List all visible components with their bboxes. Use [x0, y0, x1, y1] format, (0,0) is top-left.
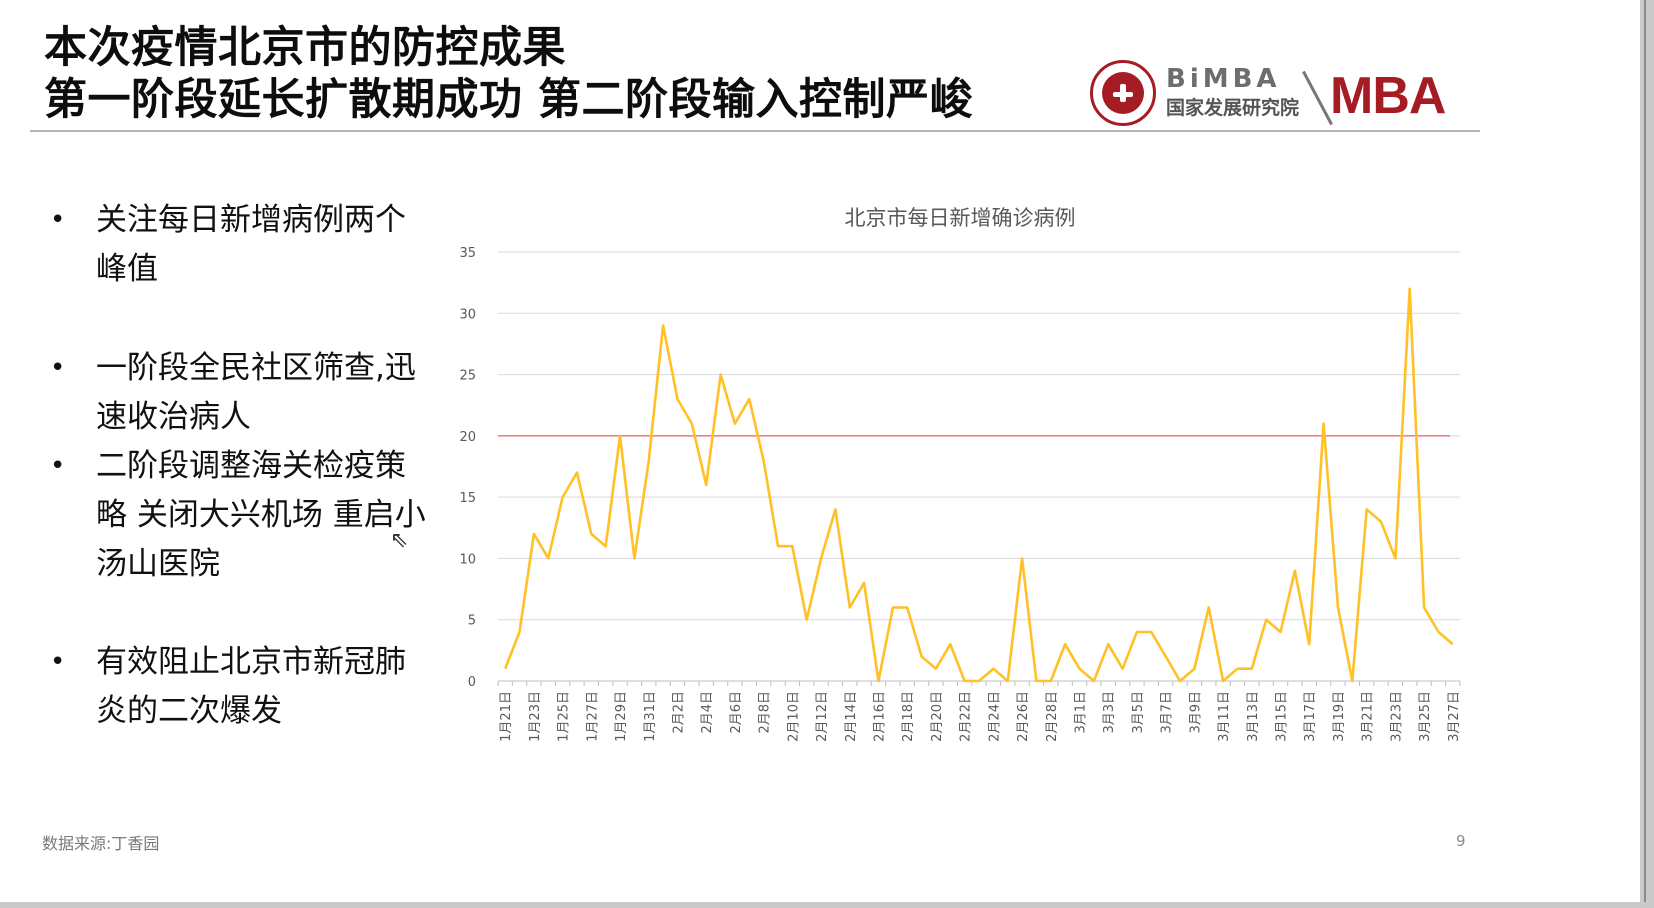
x-tick-label: 3月11日 [1217, 691, 1232, 742]
y-tick-label: 25 [459, 369, 476, 384]
x-tick-label: 1月29日 [614, 691, 629, 742]
x-tick-label: 1月31日 [643, 691, 658, 742]
x-tick-label: 1月21日 [499, 691, 514, 742]
bullet-text: 关注每日新增病例两个峰值 [96, 202, 406, 287]
bullet-text: 二阶段调整海关检疫策略 关闭大兴机场 重启小汤山医院 [96, 448, 426, 582]
series-line [503, 287, 1454, 683]
bullet-marker: • [50, 647, 66, 677]
x-tick-label: 2月2日 [671, 691, 686, 734]
logo-subtitle: 国家发展研究院 [1166, 97, 1300, 119]
bullet-marker: • [50, 205, 66, 235]
slide-title-line2: 第一阶段延长扩散期成功 第二阶段输入控制严峻 [44, 75, 973, 125]
x-tick-label: 3月17日 [1303, 691, 1318, 742]
x-tick-label: 2月6日 [729, 691, 744, 734]
x-tick-label: 1月25日 [557, 691, 572, 742]
x-tick-label: 3月7日 [1160, 691, 1175, 734]
bullet-text: 一阶段全民社区筛查,迅速收治病人 [96, 350, 416, 435]
x-tick-label: 2月12日 [815, 691, 830, 742]
x-tick-label: 2月24日 [987, 691, 1002, 742]
y-tick-label: 10 [459, 552, 476, 567]
x-tick-label: 2月26日 [1016, 691, 1031, 742]
x-tick-label: 3月15日 [1275, 691, 1290, 742]
y-tick-label: 15 [459, 491, 476, 506]
x-tick-label: 2月18日 [901, 691, 916, 742]
x-tick-label: 3月21日 [1361, 691, 1376, 742]
x-tick-label: 2月28日 [1045, 691, 1060, 742]
x-tick-label: 3月13日 [1246, 691, 1261, 742]
x-tick-label: 1月23日 [528, 691, 543, 742]
x-tick-label: 3月9日 [1188, 691, 1203, 734]
window-frame-bottom [0, 902, 1654, 908]
y-tick-label: 5 [468, 614, 476, 629]
bullet-marker: • [50, 353, 66, 383]
x-tick-label: 2月4日 [700, 691, 715, 734]
x-tick-label: 3月27日 [1447, 691, 1462, 742]
x-tick-label: 2月22日 [959, 691, 974, 742]
logo-slash [1302, 70, 1333, 126]
peking-university-seal-icon [1090, 60, 1156, 126]
window-frame-right [1640, 0, 1654, 908]
logo-mba-text: MBA [1330, 67, 1446, 125]
chart-title: 北京市每日新增确诊病例 [844, 206, 1076, 230]
x-tick-label: 3月25日 [1418, 691, 1433, 742]
y-tick-label: 30 [459, 307, 476, 322]
slide-title: 本次疫情北京市的防控成果 第一阶段延长扩散期成功 第二阶段输入控制严峻 [44, 22, 1084, 126]
x-tick-label: 3月23日 [1389, 691, 1404, 742]
chart-canvas: 0 5 10 15 20 25 30 35 1月21日 1月23日 1月25日 1月27日 1月29日 1… [459, 246, 1462, 742]
y-tick-label: 20 [459, 430, 476, 445]
x-tick-label: 2月16日 [872, 691, 887, 742]
bimba-logo: BiMBA 国家发展研究院 MBA [1090, 60, 1490, 132]
y-tick-label: 35 [459, 246, 476, 261]
mouse-pointer-icon: ⇖ [390, 528, 409, 553]
logo-bimba-text: BiMBA [1166, 64, 1281, 94]
window-frame-edge [1644, 0, 1646, 908]
bullet-marker: • [50, 451, 66, 481]
x-tick-label: 2月8日 [758, 691, 773, 734]
y-tick-label: 0 [468, 675, 476, 690]
data-source-note: 数据来源:丁香园 [42, 834, 160, 853]
x-tick-label: 3月19日 [1332, 691, 1347, 742]
x-tick-label: 2月14日 [844, 691, 859, 742]
page-number: 9 [1456, 832, 1466, 850]
header-divider [30, 130, 1480, 132]
slide-title-line1: 本次疫情北京市的防控成果 [44, 23, 566, 73]
bullet-text: 有效阻止北京市新冠肺炎的二次爆发 [96, 644, 406, 729]
x-tick-label: 2月20日 [930, 691, 945, 742]
x-tick-label: 3月1日 [1074, 691, 1089, 734]
x-tick-label: 2月10日 [786, 691, 801, 742]
seal-center [1102, 72, 1144, 114]
x-tick-label: 3月3日 [1102, 691, 1117, 734]
x-tick-label: 3月5日 [1131, 691, 1146, 734]
x-tick-label: 1月27日 [585, 691, 600, 742]
daily-cases-chart: 北京市每日新增确诊病例 0 5 10 15 20 25 30 35 1月21日 1月23日 1月25… [440, 190, 1480, 770]
